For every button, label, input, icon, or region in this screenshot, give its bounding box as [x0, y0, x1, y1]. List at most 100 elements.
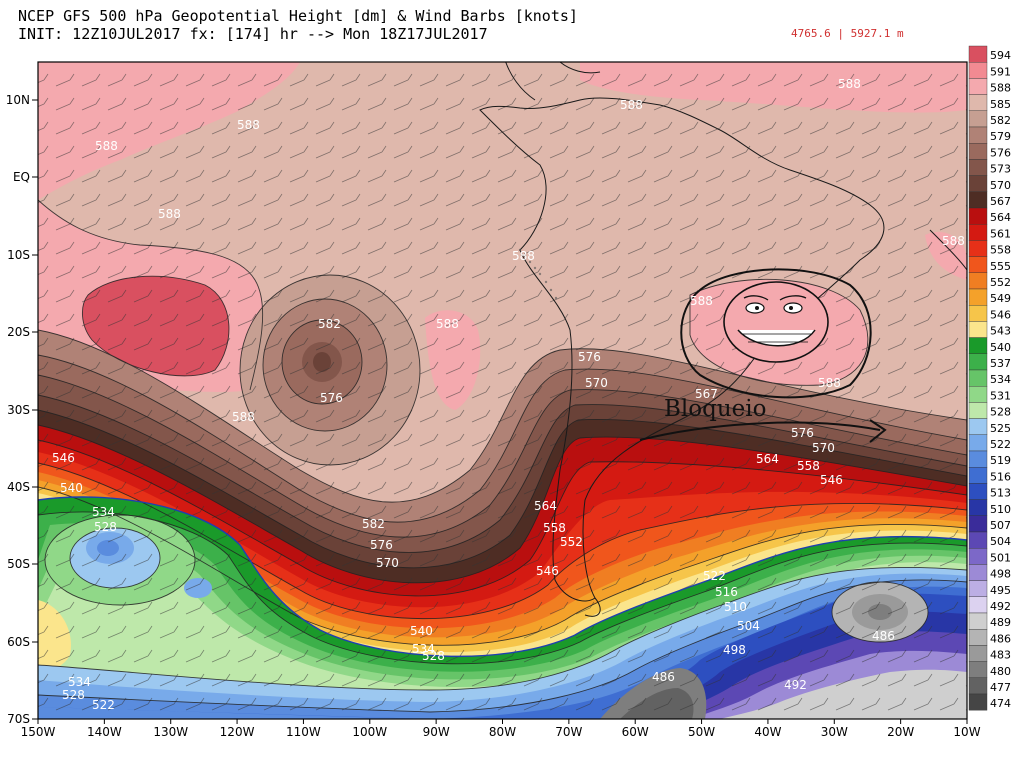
- colorbar-swatch: [968, 175, 988, 193]
- colorbar-swatch: [968, 450, 988, 468]
- troll-face-sticker: [723, 281, 829, 363]
- colorbar-level-label: 495: [990, 584, 1011, 597]
- contour-label: 588: [95, 139, 118, 153]
- contour-label: 582: [362, 517, 385, 531]
- contour-label: 528: [94, 520, 117, 534]
- lat-label: 70S: [7, 712, 30, 726]
- contour-label: 564: [534, 499, 557, 513]
- colorbar-swatch: [968, 337, 988, 355]
- lon-label: 120W: [220, 725, 255, 739]
- colorbar-swatch: [968, 256, 988, 274]
- colorbar-swatch: [968, 531, 988, 549]
- contour-label: 510: [724, 600, 747, 614]
- colorbar-swatch: [968, 645, 988, 662]
- lat-label: 10N: [6, 93, 30, 107]
- colorbar-swatch: [968, 45, 988, 63]
- colorbar-level-label: 570: [990, 179, 1011, 192]
- blocking-arrow: [639, 419, 887, 443]
- contour-label: 522: [92, 698, 115, 712]
- colorbar-swatch: [968, 467, 988, 484]
- colorbar-level-label: 531: [990, 389, 1011, 402]
- lon-label: 110W: [286, 725, 321, 739]
- colorbar-swatch: [968, 159, 988, 176]
- contour-label: 516: [715, 585, 738, 599]
- contour-label: 558: [797, 459, 820, 473]
- contour-label: 564: [756, 452, 779, 466]
- contour-label: 534: [68, 675, 91, 689]
- lon-label: 10W: [953, 725, 980, 739]
- colorbar-swatch: [968, 305, 988, 322]
- lon-label: 70W: [555, 725, 582, 739]
- colorbar-swatch: [968, 223, 988, 241]
- colorbar-level-label: 507: [990, 519, 1011, 532]
- lat-label: 10S: [7, 248, 30, 262]
- colorbar-swatch: [968, 483, 988, 500]
- contour-label: 486: [652, 670, 675, 684]
- bloqueio-annotation: Bloqueio: [664, 396, 766, 422]
- contour-label: 567: [695, 387, 718, 401]
- lat-label: 20S: [7, 325, 30, 339]
- colorbar-swatch: [968, 499, 988, 517]
- colorbar-swatch: [968, 62, 988, 79]
- colorbar-level-label: 579: [990, 130, 1011, 143]
- contour-label: 588: [436, 317, 459, 331]
- colorbar-swatch: [968, 629, 988, 646]
- colorbar-swatch: [968, 386, 988, 403]
- colorbar-swatch: [968, 564, 988, 581]
- colorbar-level-label: 516: [990, 470, 1011, 483]
- contour-label: 486: [872, 629, 895, 643]
- coastlines: [479, 62, 967, 617]
- lon-label: 50W: [688, 725, 715, 739]
- contour-label: 534: [412, 642, 435, 656]
- colorbar-level-label: 558: [990, 244, 1011, 257]
- colorbar-swatch: [968, 548, 988, 565]
- lat-label: 50S: [7, 557, 30, 571]
- contour-label: 576: [791, 426, 814, 440]
- contour-label: 504: [737, 619, 760, 633]
- colorbar-level-label: 489: [990, 616, 1011, 629]
- lon-label: 140W: [87, 725, 122, 739]
- lon-label: 60W: [622, 725, 649, 739]
- contour-label: 576: [370, 538, 393, 552]
- lat-label: 30S: [7, 403, 30, 417]
- lat-label: 60S: [7, 635, 30, 649]
- blocking-circle: [680, 268, 872, 399]
- colorbar-swatch: [968, 677, 988, 695]
- colorbar-swatch: [968, 288, 988, 306]
- lon-label: 150W: [21, 725, 56, 739]
- contour-label: 534: [92, 505, 115, 519]
- contour-label: 588: [690, 294, 713, 308]
- colorbar-level-label: 561: [990, 227, 1011, 240]
- colorbar-swatch: [968, 126, 988, 144]
- colorbar-swatch: [968, 693, 988, 711]
- colorbar-level-label: 534: [990, 373, 1011, 386]
- colorbar-level-label: 513: [990, 487, 1011, 500]
- colorbar-swatch: [968, 321, 988, 338]
- andes-markers: [518, 248, 558, 300]
- contour-label: 546: [820, 473, 843, 487]
- colorbar-swatch: [968, 78, 988, 95]
- colorbar-level-label: 555: [990, 260, 1011, 273]
- colorbar-level-label: 564: [990, 211, 1011, 224]
- lon-label: 130W: [153, 725, 188, 739]
- contour-label: 588: [158, 207, 181, 221]
- contour-label: 552: [560, 535, 583, 549]
- colorbar-level-label: 525: [990, 422, 1011, 435]
- colorbar-level-label: 480: [990, 665, 1011, 678]
- colorbar-level-label: 537: [990, 357, 1011, 370]
- colorbar-level-label: 522: [990, 438, 1011, 451]
- colorbar-swatch: [968, 418, 988, 436]
- contour-label: 588: [942, 234, 965, 248]
- contour-label: 546: [536, 564, 559, 578]
- contour-label: 588: [620, 98, 643, 112]
- colorbar-level-label: 498: [990, 568, 1011, 581]
- colorbar-swatch: [968, 191, 988, 209]
- colorbar-level-label: 576: [990, 146, 1011, 159]
- contour-label: 588: [512, 249, 535, 263]
- colorbar-level-label: 540: [990, 341, 1011, 354]
- colorbar-swatch: [968, 434, 988, 452]
- contour-label: 540: [60, 481, 83, 495]
- colorbar-level-label: 546: [990, 308, 1011, 321]
- lat-label: EQ: [13, 170, 30, 184]
